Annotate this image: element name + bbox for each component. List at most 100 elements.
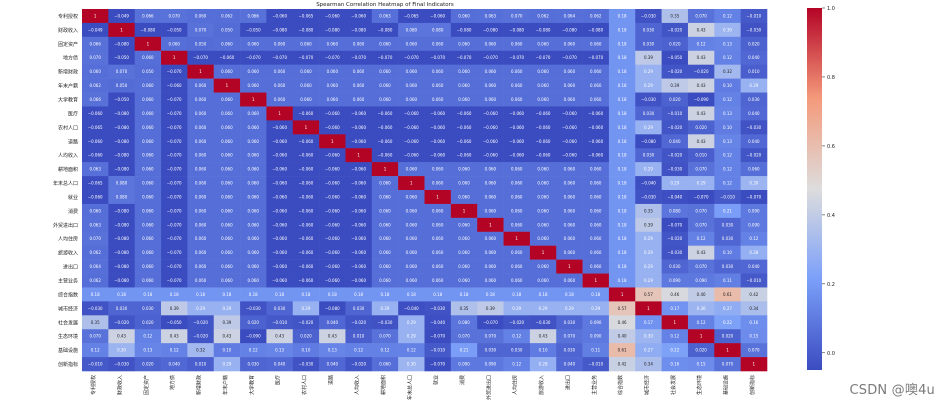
- cell-value-label: 0.060: [195, 222, 207, 227]
- heatmap-cell: [661, 315, 689, 330]
- heatmap-cell: [82, 287, 109, 302]
- column-label: 生态环境: [696, 375, 703, 395]
- heatmap-cell: [134, 176, 162, 191]
- cell-value-label: −0.060: [299, 250, 314, 255]
- cell-value-label: −0.020: [667, 125, 682, 130]
- heatmap-cell: [134, 287, 162, 302]
- cell-value-label: 0.18: [618, 83, 627, 88]
- heatmap-cell: [714, 315, 741, 330]
- cell-value-label: 0.18: [618, 97, 627, 102]
- heatmap-cell: [740, 64, 768, 79]
- heatmap-cell: [371, 259, 399, 274]
- cell-value-label: 0.060: [564, 167, 576, 172]
- cell-value-label: 0.070: [116, 69, 128, 74]
- heatmap-cell: [240, 162, 267, 177]
- cell-value-label: 0.29: [512, 306, 521, 311]
- heatmap-cell: [608, 78, 636, 93]
- heatmap-cell: [108, 148, 135, 163]
- cell-value-label: −0.060: [325, 111, 340, 116]
- cell-value-label: −0.060: [325, 278, 340, 283]
- cell-value-label: −0.060: [430, 139, 445, 144]
- heatmap-cell: [134, 315, 162, 330]
- cell-value-label: 0.060: [432, 264, 444, 269]
- heatmap-cell: [556, 92, 583, 107]
- cell-value-label: 0.020: [248, 320, 260, 325]
- cell-value-label: 0.080: [669, 208, 681, 213]
- heatmap-cell: [714, 50, 741, 65]
- heatmap-cell: [161, 22, 188, 38]
- heatmap-cell: [503, 50, 531, 65]
- heatmap-cell: [345, 134, 373, 149]
- heatmap-cell: [82, 134, 109, 149]
- heatmap-cell: [266, 329, 294, 344]
- cell-value-label: 0.060: [511, 69, 523, 74]
- cell-value-label: −0.080: [509, 27, 524, 32]
- cell-value-label: −0.030: [114, 362, 129, 367]
- cell-value-label: −0.070: [167, 69, 182, 74]
- heatmap-cell: [345, 120, 373, 135]
- cell-value-label: 0.030: [485, 348, 497, 353]
- cell-value-label: −0.080: [114, 208, 129, 213]
- cell-value-label: −0.070: [536, 55, 551, 60]
- heatmap-cell: [134, 148, 162, 163]
- cell-value-label: 0.060: [458, 41, 470, 46]
- heatmap-cell: [450, 176, 478, 191]
- cell-value-label: −0.040: [430, 320, 445, 325]
- heatmap-cell: [661, 92, 689, 107]
- cell-value-label: 0.18: [354, 292, 363, 297]
- cell-value-label: −0.030: [430, 306, 445, 311]
- cell-value-label: −0.020: [193, 320, 208, 325]
- cell-value-label: −0.060: [351, 264, 366, 269]
- cell-value-label: 0.080: [458, 320, 470, 325]
- cell-value-label: 0.062: [590, 13, 602, 18]
- heatmap-cell: [529, 92, 557, 107]
- cell-value-label: 0.43: [697, 250, 706, 255]
- cell-value-label: −0.060: [404, 125, 419, 130]
- heatmap-cell: [687, 78, 715, 93]
- cell-value-label: −0.070: [167, 125, 182, 130]
- cell-value-label: 0.060: [248, 278, 260, 283]
- cell-value-label: −0.060: [509, 139, 524, 144]
- heatmap-cell: [213, 315, 241, 330]
- cell-value-label: 0.43: [222, 334, 231, 339]
- cell-value-label: 0.060: [537, 69, 549, 74]
- heatmap-cell: [240, 190, 267, 205]
- cell-value-label: 0.13: [275, 348, 284, 353]
- cell-value-label: −0.049: [88, 27, 103, 32]
- heatmap-cell: [635, 231, 662, 246]
- cell-value-label: −0.020: [509, 320, 524, 325]
- heatmap-cell: [134, 343, 162, 358]
- cell-value-label: 0.060: [195, 194, 207, 199]
- cell-value-label: 0.060: [564, 236, 576, 241]
- heatmap-cell: [292, 231, 320, 246]
- cell-value-label: 0.060: [142, 111, 154, 116]
- heatmap-cell: [424, 217, 452, 233]
- heatmap-cell: [503, 148, 531, 163]
- heatmap-cell: [582, 148, 610, 163]
- cell-value-label: −0.080: [536, 27, 551, 32]
- heatmap-cell: [319, 357, 346, 372]
- cell-value-label: 0.066: [89, 97, 101, 102]
- heatmap-cell: [608, 357, 636, 372]
- cell-value-label: 0.060: [537, 181, 549, 186]
- cell-value-label: 0.060: [511, 222, 523, 227]
- cell-value-label: 0.030: [564, 348, 576, 353]
- cell-value-label: −0.070: [167, 181, 182, 186]
- heatmap-cell: [477, 148, 504, 163]
- heatmap-cell: [371, 217, 399, 233]
- heatmap-cell: [503, 203, 531, 219]
- cell-value-label: −0.080: [114, 125, 129, 130]
- heatmap-cell: [529, 259, 557, 274]
- cell-value-label: −0.060: [88, 111, 103, 116]
- cell-value-label: −0.020: [667, 153, 682, 158]
- cell-value-label: −0.080: [325, 27, 340, 32]
- heatmap-cell: [687, 176, 715, 191]
- heatmap-cell: [266, 148, 294, 163]
- heatmap-cell: [608, 162, 636, 177]
- heatmap-cell: [292, 50, 320, 65]
- row-label: 农村人口: [58, 124, 78, 131]
- heatmap-cell: [608, 329, 636, 344]
- cell-value-label: 0.43: [275, 334, 284, 339]
- heatmap-cell: [424, 148, 452, 163]
- heatmap-cell: [608, 287, 636, 302]
